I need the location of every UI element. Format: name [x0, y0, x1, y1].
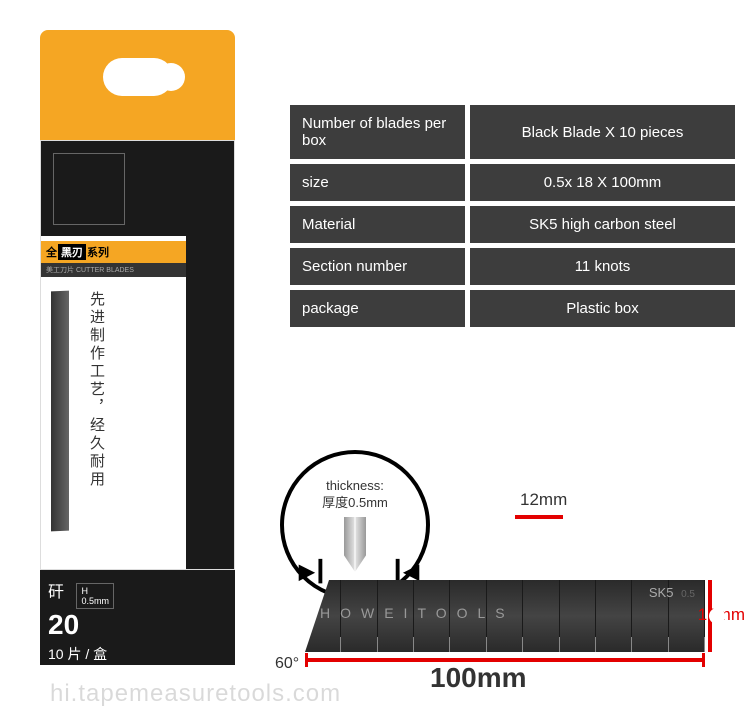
- bottom-char: 矸: [48, 584, 64, 601]
- spec-value: SK5 high carbon steel: [470, 206, 735, 243]
- angle-label: 60°: [275, 655, 299, 673]
- table-row: package Plastic box: [290, 290, 735, 327]
- blade-hole: [709, 608, 725, 624]
- blade-brand-text: HOWEITOOLS: [320, 605, 515, 621]
- package-hanger: [40, 30, 235, 140]
- spec-label: Number of blades per box: [290, 105, 465, 159]
- package-body: 全 黑刃 系列 美工刀片 CUTTER BLADES 先进制作工艺，经久耐用: [40, 140, 235, 570]
- dimension-12mm-line: [515, 515, 563, 519]
- bottom-number: 20: [48, 609, 79, 641]
- dimension-12mm: 12mm: [520, 490, 567, 510]
- arrow-right-icon: ▶┃: [299, 559, 326, 584]
- dimension-100mm: 100mm: [430, 662, 527, 694]
- product-package: 全 黑刃 系列 美工刀片 CUTTER BLADES 先进制作工艺，经久耐用 矸…: [40, 30, 235, 690]
- specifications-table: Number of blades per box Black Blade X 1…: [290, 105, 735, 332]
- spec-label: Section number: [290, 248, 465, 285]
- series-prefix: 全: [46, 244, 57, 260]
- thickness-callout: thickness: 厚度0.5mm ▶┃ ┃◀: [280, 450, 430, 600]
- blade-material-mark: SK5 0.5: [649, 585, 695, 600]
- package-front: 全 黑刃 系列 美工刀片 CUTTER BLADES 先进制作工艺，经久耐用: [41, 141, 186, 569]
- package-bottom: 矸 H 0.5mm 20 10 片 / 盒: [40, 570, 235, 665]
- bottom-spec: H 0.5mm: [76, 583, 114, 609]
- bottom-quantity: 10 片 / 盒: [48, 644, 227, 664]
- table-row: Number of blades per box Black Blade X 1…: [290, 105, 735, 159]
- spec-value: 0.5x 18 X 100mm: [470, 164, 735, 201]
- package-top-panel: [41, 141, 186, 236]
- hanger-hole: [103, 58, 173, 96]
- package-blade-graphic: [51, 291, 69, 532]
- series-suffix: 系列: [87, 244, 109, 260]
- series-label: 全 黑刃 系列: [41, 241, 186, 263]
- spec-value: Plastic box: [470, 290, 735, 327]
- series-sublabel: 美工刀片 CUTTER BLADES: [41, 263, 186, 277]
- spec-value: 11 knots: [470, 248, 735, 285]
- series-highlight: 黑刃: [58, 244, 86, 260]
- table-row: Material SK5 high carbon steel: [290, 206, 735, 243]
- package-side-strip: [186, 141, 234, 569]
- spec-label: Material: [290, 206, 465, 243]
- table-row: Section number 11 knots: [290, 248, 735, 285]
- package-slogan: 先进制作工艺，经久耐用: [86, 291, 107, 489]
- thickness-label: thickness: 厚度0.5mm: [322, 478, 388, 512]
- watermark: hi.tapemeasuretools.com: [50, 680, 341, 708]
- spec-value: Black Blade X 10 pieces: [470, 105, 735, 159]
- blade-diagram: thickness: 厚度0.5mm ▶┃ ┃◀ 12mm HOWEITOOLS…: [270, 430, 740, 710]
- spec-label: size: [290, 164, 465, 201]
- table-row: size 0.5x 18 X 100mm: [290, 164, 735, 201]
- spec-label: package: [290, 290, 465, 327]
